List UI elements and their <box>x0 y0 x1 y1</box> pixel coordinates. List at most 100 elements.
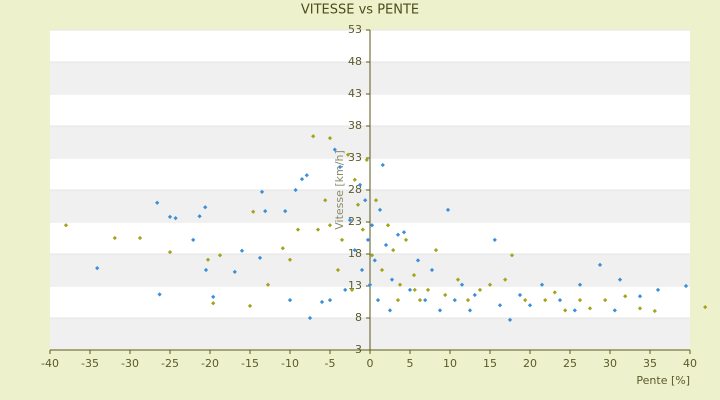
x-tick-label: -10 <box>281 357 299 370</box>
point <box>623 294 628 299</box>
point <box>307 315 313 321</box>
point <box>363 198 368 203</box>
point <box>337 164 343 170</box>
point <box>373 198 379 203</box>
x-tick-label: -40 <box>41 357 59 370</box>
point <box>232 269 237 275</box>
point <box>539 282 545 287</box>
point <box>383 242 389 248</box>
point <box>445 207 451 212</box>
point <box>369 223 375 228</box>
point <box>497 303 503 308</box>
y-tick-label: 48 <box>348 55 362 68</box>
point <box>287 257 293 262</box>
point <box>572 308 577 313</box>
point <box>265 282 271 287</box>
point <box>365 237 371 243</box>
point <box>401 230 407 235</box>
point <box>487 282 493 287</box>
x-tick-label: -20 <box>201 357 219 370</box>
point <box>379 267 385 273</box>
point <box>283 208 288 214</box>
point <box>203 205 208 210</box>
chart-title: VITESSE vs PENTE <box>301 3 419 18</box>
point <box>587 306 593 311</box>
point <box>507 317 513 323</box>
y-axis-label: Vitesse [km/h] <box>333 150 346 230</box>
point <box>112 235 117 241</box>
point <box>603 297 608 303</box>
y-tick-label: 23 <box>348 215 362 228</box>
x-tick-label: -15 <box>241 357 259 370</box>
point <box>465 297 471 303</box>
point <box>173 216 178 221</box>
point <box>319 299 325 305</box>
point <box>443 292 448 298</box>
point <box>509 253 515 258</box>
point <box>380 162 385 168</box>
y-tick-label: 3 <box>355 343 362 356</box>
point <box>349 287 355 292</box>
point <box>387 308 393 313</box>
point <box>552 290 557 295</box>
point <box>703 304 708 310</box>
x-tick-label: 20 <box>523 357 537 370</box>
point <box>191 237 196 243</box>
point <box>157 292 162 297</box>
point <box>155 200 160 205</box>
y-tick-label: 43 <box>348 87 362 100</box>
point <box>459 282 465 287</box>
x-tick-label: -35 <box>81 357 99 370</box>
point <box>205 257 211 262</box>
x-tick-label: -25 <box>161 357 179 370</box>
point <box>577 282 583 287</box>
point <box>203 267 209 273</box>
point <box>369 253 375 258</box>
y-tick-label: 33 <box>348 151 362 164</box>
point <box>557 297 563 303</box>
point <box>617 277 623 282</box>
point <box>357 182 363 188</box>
point <box>359 267 365 273</box>
point <box>293 187 298 193</box>
x-axis-label: Pente [%] <box>636 374 690 387</box>
point <box>372 258 377 263</box>
y-tick-label: 8 <box>355 311 362 324</box>
point <box>259 189 265 195</box>
point <box>323 198 328 203</box>
point <box>327 223 333 228</box>
point <box>364 157 369 163</box>
x-tick-label: -30 <box>121 357 139 370</box>
point <box>452 297 457 303</box>
x-tick-label: 30 <box>603 357 617 370</box>
point <box>395 297 401 303</box>
point <box>311 134 316 139</box>
point <box>683 283 689 289</box>
point <box>355 202 361 207</box>
point <box>251 209 256 214</box>
y-tick-label: 53 <box>348 23 362 36</box>
x-tick-label: 25 <box>563 357 577 370</box>
point <box>412 287 417 292</box>
point <box>637 306 643 311</box>
point <box>375 297 381 303</box>
x-tick-label: -5 <box>325 357 336 370</box>
y-tick-label: 18 <box>348 247 362 260</box>
point <box>472 292 477 298</box>
point <box>477 287 483 292</box>
point <box>411 272 417 278</box>
point <box>360 227 365 232</box>
point <box>467 308 473 313</box>
point <box>417 297 423 303</box>
point <box>295 227 301 232</box>
point <box>327 136 333 141</box>
point <box>652 308 657 314</box>
point <box>407 287 413 292</box>
x-tick-label: 5 <box>407 357 414 370</box>
point <box>391 248 396 253</box>
point <box>352 248 357 253</box>
point <box>345 152 351 157</box>
point <box>395 232 401 237</box>
point <box>211 294 216 300</box>
